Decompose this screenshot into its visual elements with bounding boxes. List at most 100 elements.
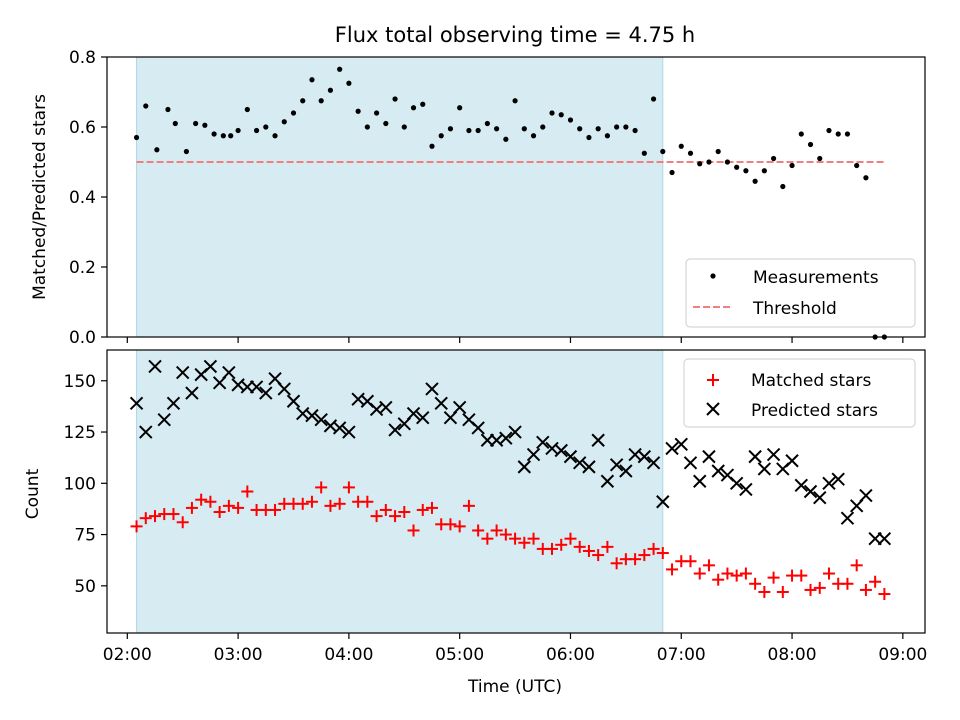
predicted-star-point	[803, 484, 818, 499]
matched-star-point	[739, 567, 752, 580]
measurement-point	[632, 127, 638, 134]
matched-star-point	[850, 559, 863, 572]
measurement-point	[154, 147, 160, 153]
predicted-star-point	[342, 425, 356, 439]
matched-star-point	[204, 495, 217, 508]
predicted-star-point	[609, 458, 624, 472]
measurement-point	[586, 134, 592, 141]
matched-star-point	[822, 567, 835, 580]
measurement-point	[263, 124, 269, 130]
top-x-axis-ticks	[126, 337, 904, 343]
y-tick-label: 50	[74, 577, 96, 597]
predicted-star-point	[656, 495, 670, 509]
predicted-star-point	[379, 400, 393, 415]
predicted-star-point	[572, 456, 587, 470]
matched-star-point	[721, 567, 734, 580]
matched-star-point	[444, 518, 457, 531]
predicted-star-point	[305, 408, 319, 423]
measurement-point	[604, 133, 611, 139]
x-tick-label: 08:00	[768, 645, 817, 665]
matched-star-point	[269, 503, 282, 516]
predicted-star-point	[729, 476, 744, 491]
matched-star-point	[241, 485, 254, 498]
measurement-point	[549, 110, 555, 116]
predicted-star-point	[554, 443, 568, 458]
matched-star-point	[389, 510, 402, 523]
measurement-point	[202, 122, 208, 128]
predicted-star-point	[259, 386, 273, 400]
measurement-point	[466, 127, 472, 134]
measurement-point	[660, 148, 666, 155]
measurement-point	[410, 105, 417, 111]
matched-star-point	[379, 503, 392, 516]
predicted-star-point	[822, 476, 836, 491]
matched-star-point	[546, 542, 559, 555]
y-tick-label: 125	[64, 423, 96, 443]
predicted-star-point	[813, 490, 827, 505]
measurement-point	[429, 143, 435, 149]
matched-stars-legend-label: Matched stars	[751, 371, 871, 391]
y-tick-label: 100	[64, 474, 96, 494]
predicted-star-point	[175, 365, 190, 380]
predicted-star-point	[471, 421, 485, 435]
x-tick-label: 02:00	[103, 645, 152, 665]
predicted-star-point	[637, 449, 652, 464]
matched-star-point	[776, 585, 789, 598]
measurement-point	[165, 106, 171, 113]
predicted-star-point	[139, 425, 153, 439]
measurement-point	[172, 120, 178, 127]
matched-star-point	[841, 577, 854, 590]
x-axis-label: Time (UTC)	[467, 677, 562, 697]
y-tick-label: 0.0	[69, 328, 96, 348]
predicted-star-point	[388, 423, 402, 437]
measurement-point	[807, 141, 814, 148]
measurement-point	[401, 124, 407, 130]
matched-star-point	[767, 571, 780, 584]
measurement-point	[521, 126, 527, 132]
predicted-star-point	[185, 386, 199, 400]
predicted-star-point	[619, 464, 633, 478]
x-tick-label: 09:00	[878, 645, 927, 665]
matched-star-point	[130, 520, 143, 533]
measurement-point	[211, 131, 217, 137]
measurement-point	[494, 126, 500, 132]
matched-star-point	[222, 499, 235, 512]
top-y-axis-label: Matched/Predicted stars	[30, 94, 50, 300]
matched-star-point	[813, 581, 826, 594]
measurement-point	[854, 162, 860, 169]
predicted-star-point	[859, 488, 873, 503]
matched-star-point	[232, 501, 245, 514]
chart-title: Flux total observing time = 4.75 h	[335, 23, 695, 47]
matched-star-point	[195, 493, 208, 506]
matched-star-point	[481, 532, 494, 545]
predicted-star-point	[249, 380, 264, 394]
measurement-point	[183, 148, 189, 155]
measurement-point	[817, 155, 823, 162]
measurement-point	[770, 155, 777, 162]
measurement-point	[826, 127, 832, 134]
predicted-star-point	[526, 447, 541, 462]
matched-star-point	[638, 549, 651, 562]
predicted-star-point	[148, 359, 162, 374]
predicted-star-point	[416, 410, 430, 425]
measurement-point	[228, 133, 234, 139]
x-tick-label: 03:00	[214, 645, 263, 665]
measurement-point	[392, 96, 398, 102]
matched-star-point	[712, 573, 725, 586]
predicted-star-point	[794, 478, 808, 493]
measurement-point	[595, 126, 601, 132]
matched-star-point	[702, 559, 715, 572]
measurement-point	[337, 66, 343, 72]
matched-star-point	[582, 544, 595, 557]
y-tick-label: 150	[64, 372, 96, 392]
measurement-point	[641, 150, 647, 156]
measurement-point	[327, 87, 334, 93]
measurement-point	[623, 124, 629, 130]
measurement-point	[253, 127, 260, 134]
matched-star-point	[869, 575, 882, 588]
measurement-point	[863, 175, 869, 181]
measurement-point	[457, 105, 463, 111]
measurements-legend-label: Measurements	[753, 268, 879, 288]
y-tick-label: 0.6	[69, 118, 96, 138]
